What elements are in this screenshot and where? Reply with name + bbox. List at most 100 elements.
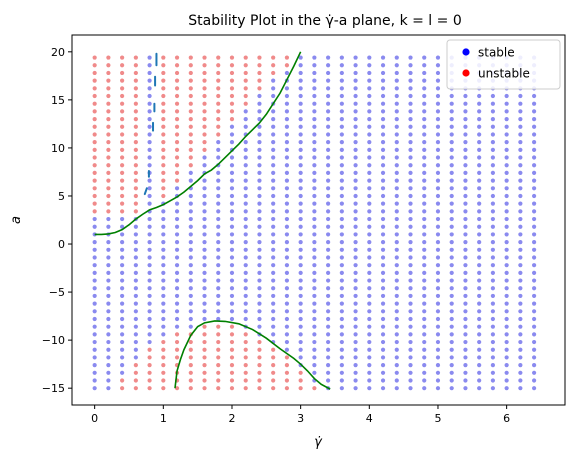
stable-point — [243, 232, 248, 237]
stable-point — [394, 301, 399, 306]
stable-point — [147, 93, 152, 99]
stable-point — [312, 93, 317, 99]
unstable-point — [202, 386, 207, 391]
stable-point — [504, 301, 509, 306]
stable-point — [504, 332, 509, 337]
stable-point — [408, 63, 413, 68]
unstable-point — [133, 155, 138, 160]
stable-point — [463, 263, 468, 268]
stable-point — [490, 370, 495, 375]
stable-point — [394, 278, 399, 283]
stable-point — [257, 270, 262, 275]
unstable-point — [229, 63, 235, 68]
stable-point — [408, 93, 413, 99]
stable-point — [353, 286, 358, 291]
stable-point — [422, 224, 427, 229]
stable-point — [408, 163, 413, 168]
stable-point — [147, 178, 152, 183]
stable-point — [380, 316, 386, 322]
stable-point — [504, 140, 509, 145]
stable-point — [435, 86, 441, 91]
stable-point — [490, 186, 495, 191]
stable-point — [271, 216, 276, 222]
stable-point — [106, 316, 111, 322]
stable-point — [216, 263, 221, 268]
stable-point — [353, 263, 358, 268]
stable-point — [120, 263, 125, 268]
stable-point — [312, 186, 317, 191]
stable-point — [367, 378, 372, 383]
stable-point — [353, 316, 358, 322]
stable-point — [463, 278, 468, 283]
stable-point — [477, 147, 482, 152]
stable-point — [435, 170, 441, 176]
stable-point — [106, 224, 111, 229]
stable-point — [216, 309, 221, 314]
stable-point — [435, 324, 441, 329]
stable-point — [147, 270, 152, 275]
stable-point — [490, 270, 495, 275]
unstable-point — [188, 55, 193, 60]
stable-point — [380, 216, 386, 222]
stable-point — [243, 293, 248, 299]
unstable-point — [188, 124, 193, 129]
stable-point — [326, 155, 331, 160]
stable-point — [298, 140, 303, 145]
stable-point — [422, 278, 427, 283]
y-tick-label: 5 — [58, 190, 65, 203]
stable-point — [435, 386, 441, 391]
stable-point — [92, 286, 97, 291]
stable-point — [477, 116, 482, 122]
stable-point — [133, 270, 138, 275]
stable-point — [477, 324, 482, 329]
stable-point — [394, 216, 399, 222]
stable-point — [408, 301, 413, 306]
stable-point — [532, 224, 537, 229]
stable-point — [367, 370, 372, 375]
stable-point — [408, 232, 413, 237]
stable-point — [284, 178, 290, 183]
stable-point — [490, 101, 495, 106]
stable-point — [284, 293, 290, 299]
stable-point — [284, 332, 290, 337]
stable-point — [339, 247, 344, 252]
stable-point — [449, 286, 454, 291]
unstable-point — [271, 55, 276, 60]
stable-point — [147, 124, 152, 129]
unstable-point — [174, 355, 180, 360]
stable-point — [394, 386, 399, 391]
stable-point — [92, 347, 97, 352]
unstable-point — [174, 347, 180, 352]
stable-point — [174, 309, 180, 314]
stable-point — [380, 201, 386, 206]
stable-point — [532, 339, 537, 345]
unstable-point — [133, 78, 138, 83]
stable-point — [518, 263, 523, 268]
unstable-point — [188, 70, 193, 76]
stable-point — [229, 209, 235, 214]
unstable-point — [161, 378, 166, 383]
stable-point — [353, 224, 358, 229]
stable-point — [271, 178, 276, 183]
stable-point — [257, 170, 262, 176]
unstable-point — [202, 55, 207, 60]
stable-point — [380, 186, 386, 191]
stable-point — [367, 209, 372, 214]
unstable-point — [161, 109, 166, 114]
unstable-point — [106, 109, 111, 114]
stable-point — [339, 363, 344, 368]
stable-point — [188, 309, 193, 314]
stable-point — [106, 378, 111, 383]
stable-point — [174, 263, 180, 268]
unstable-point — [120, 209, 125, 214]
stable-point — [298, 270, 303, 275]
stable-point — [463, 347, 468, 352]
stable-point — [435, 70, 441, 76]
stable-point — [312, 301, 317, 306]
stable-point — [229, 278, 235, 283]
stable-point — [463, 116, 468, 122]
stable-point — [271, 278, 276, 283]
stable-point — [422, 101, 427, 106]
unstable-point — [174, 101, 180, 106]
stable-point — [435, 309, 441, 314]
